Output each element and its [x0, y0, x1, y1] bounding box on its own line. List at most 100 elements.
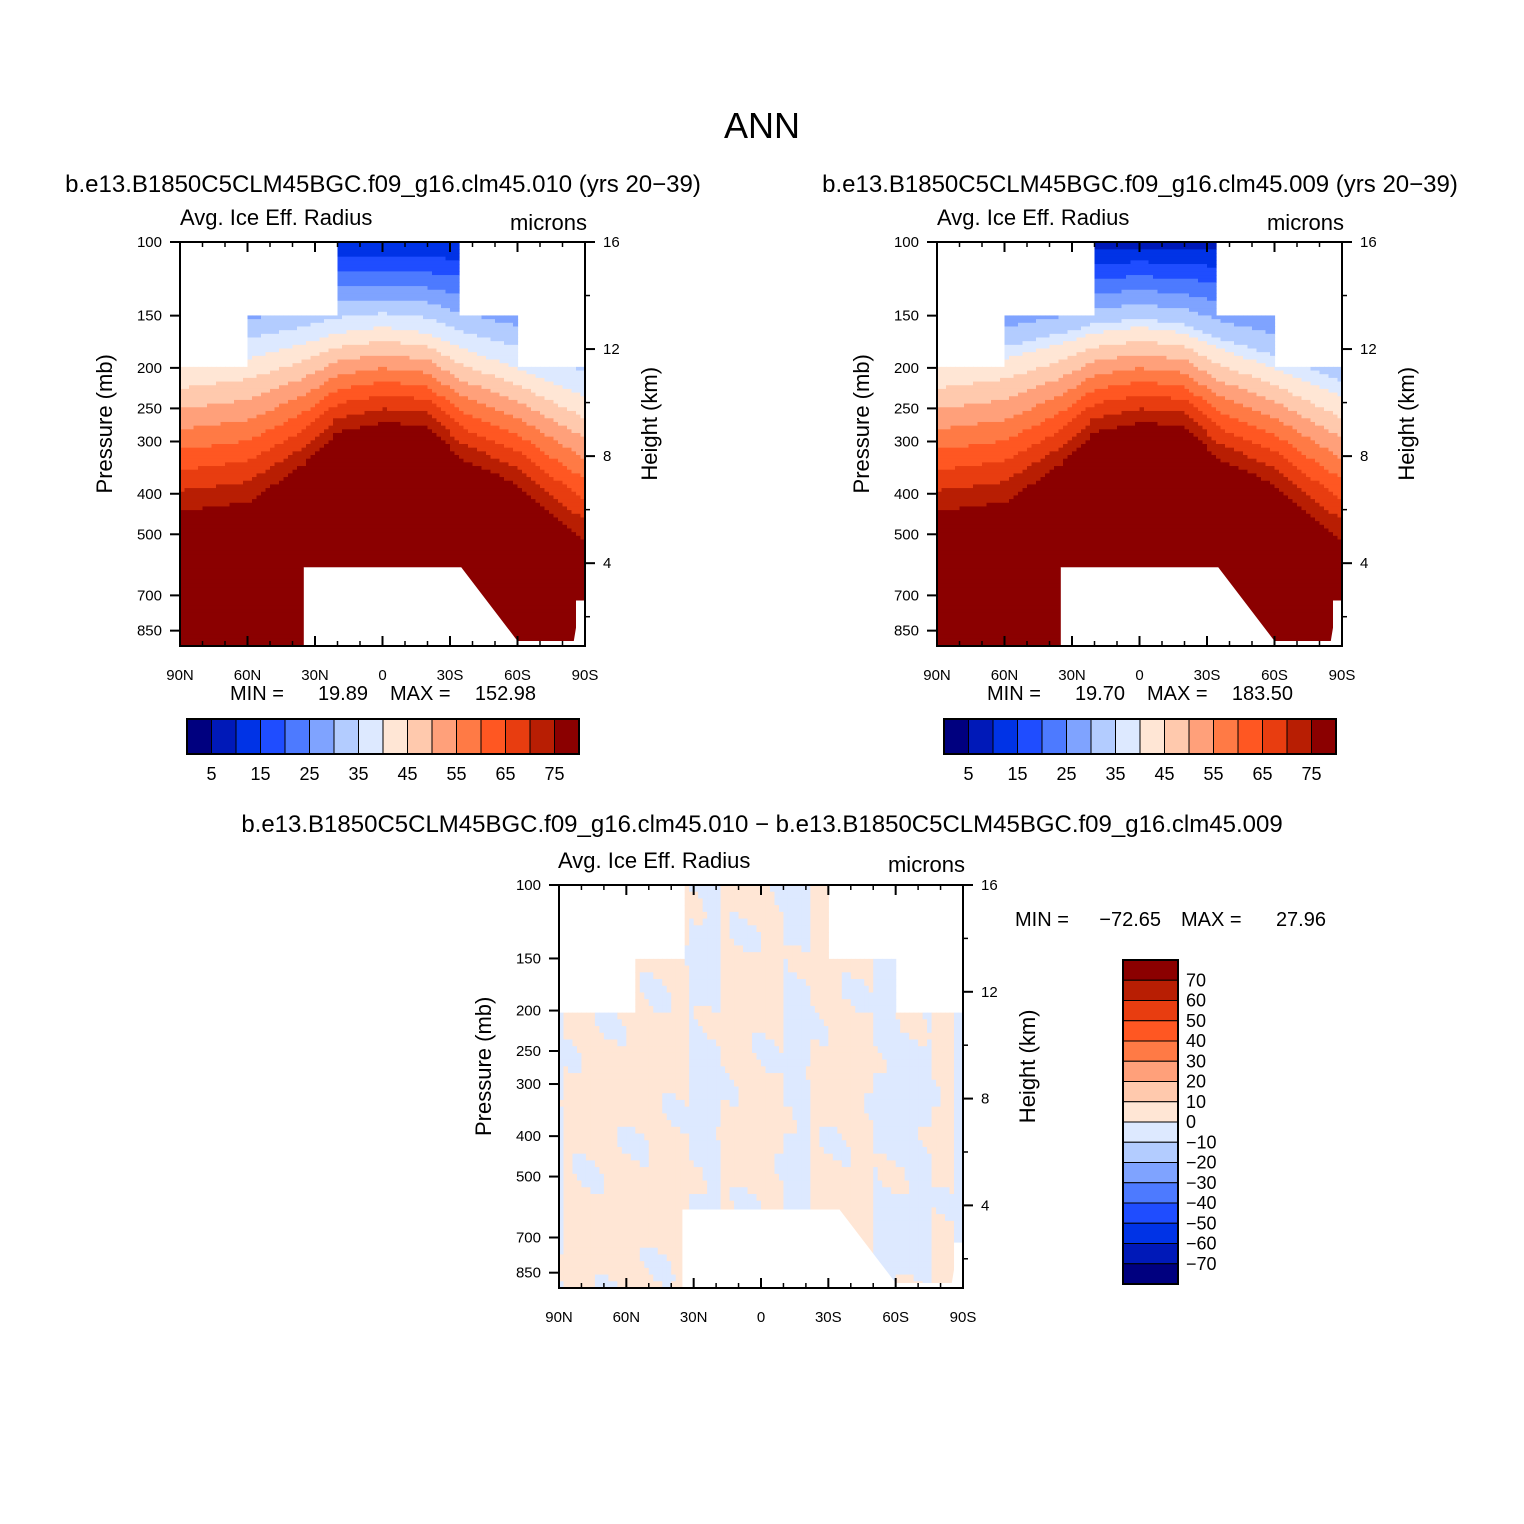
field-cell [243, 488, 249, 493]
field-cell [360, 499, 366, 504]
field-cell [301, 513, 307, 519]
field-cell [238, 539, 244, 544]
field-cell [265, 616, 271, 621]
field-cell [211, 432, 217, 438]
field-cell [292, 506, 298, 511]
field-cell [351, 513, 357, 519]
field-cell [351, 322, 357, 328]
field-cell [261, 447, 267, 452]
field-cell [328, 370, 334, 375]
field-cell [319, 447, 325, 452]
field-cell [288, 561, 294, 566]
field-cell [220, 451, 226, 456]
field-cell [265, 403, 271, 408]
field-cell [288, 436, 294, 441]
field-cell [418, 388, 424, 394]
field-cell [243, 374, 249, 379]
field-cell [373, 282, 379, 287]
field-cell [333, 532, 339, 537]
field-cell [256, 326, 262, 331]
field-cell [387, 289, 393, 295]
field-cell [274, 550, 280, 555]
panel-1-plot: 90N 60N 30N 0 30S 60S 90S100150200250300400500… [92, 234, 662, 684]
field-cell [256, 590, 262, 596]
field-cell [342, 242, 348, 247]
field-cell [207, 418, 213, 423]
field-cell [400, 278, 406, 283]
field-cell [319, 377, 325, 383]
field-cell [342, 429, 348, 434]
field-cell [405, 396, 411, 401]
field-cell [283, 565, 289, 570]
field-cell [193, 473, 199, 478]
field-cell [351, 297, 357, 302]
field-cell [306, 532, 312, 537]
field-cell [211, 528, 217, 533]
field-cell [270, 322, 276, 328]
field-cell [229, 598, 235, 603]
field-cell [297, 374, 303, 379]
field-cell [315, 532, 321, 537]
field-cell [337, 440, 343, 445]
field-cell [378, 366, 384, 372]
field-cell [382, 565, 388, 570]
field-cell [279, 634, 285, 640]
field-cell [364, 440, 370, 445]
field-cell [391, 539, 397, 544]
field-cell [351, 521, 357, 526]
field-cell [261, 565, 267, 570]
field-cell [283, 330, 289, 335]
field-cell [261, 348, 267, 353]
field-cell [189, 502, 195, 508]
field-cell [234, 414, 240, 419]
field-cell [265, 333, 271, 339]
field-cell [189, 579, 195, 585]
field-cell [220, 491, 226, 497]
field-cell [297, 462, 303, 467]
field-cell [306, 425, 312, 430]
field-cell [319, 414, 325, 419]
field-cell [342, 363, 348, 368]
field-cell [247, 535, 253, 541]
field-cell [315, 429, 321, 434]
field-cell [193, 407, 199, 412]
field-cell [207, 605, 213, 610]
field-cell [256, 466, 262, 471]
field-cell [382, 510, 388, 515]
field-cell [198, 587, 204, 592]
field-cell [382, 253, 388, 258]
field-cell [414, 326, 420, 331]
field-cell [373, 256, 379, 261]
field-cell [225, 539, 231, 544]
field-cell [387, 484, 393, 489]
field-cell [378, 322, 384, 328]
field-cell [234, 521, 240, 526]
field-cell [346, 253, 352, 258]
field-cell [292, 363, 298, 368]
field-cell [342, 506, 348, 511]
field-cell [342, 447, 348, 452]
field-cell [373, 322, 379, 328]
field-cell [414, 396, 420, 401]
field-cell [351, 363, 357, 368]
field-cell [414, 260, 420, 265]
field-cell [247, 315, 253, 320]
field-cell [265, 418, 271, 423]
field-cell [364, 557, 370, 563]
field-cell [234, 396, 240, 401]
field-cell [355, 333, 361, 339]
field-cell [337, 451, 343, 456]
field-cell [220, 521, 226, 526]
field-cell [328, 561, 334, 566]
field-cell [364, 256, 370, 261]
field-cell [184, 642, 190, 647]
field-cell [283, 337, 289, 342]
field-cell [252, 473, 258, 478]
field-cell [229, 594, 235, 599]
field-cell [297, 355, 303, 361]
field-cell [400, 344, 406, 350]
field-cell [283, 605, 289, 610]
field-cell [378, 543, 384, 548]
field-cell [364, 469, 370, 474]
field-cell [355, 278, 361, 283]
